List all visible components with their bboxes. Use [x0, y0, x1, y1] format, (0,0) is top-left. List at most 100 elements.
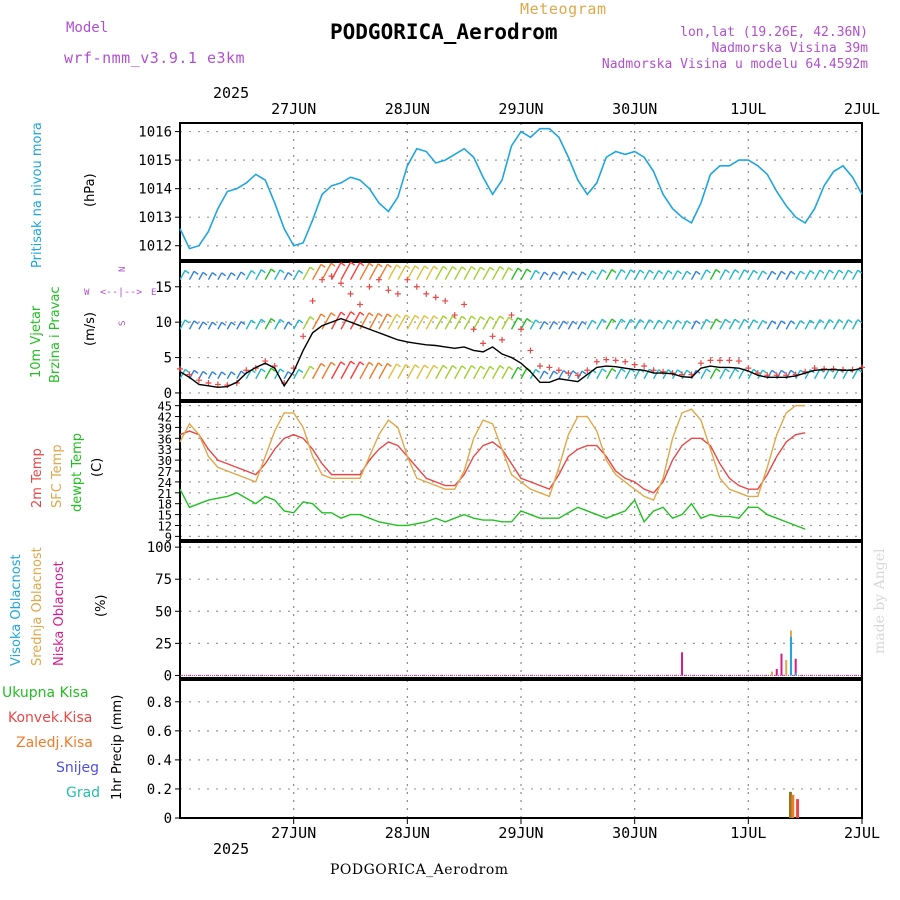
gust-mark-47	[622, 358, 629, 365]
wind-barb-flag-29-0	[461, 365, 467, 370]
wind-barb-flag-61-2	[762, 270, 768, 275]
wind-barb-27-1	[435, 315, 444, 330]
wind-barb-flag-50-2	[658, 270, 664, 275]
gust-mark-13	[300, 333, 307, 340]
wind-barb-12-2	[293, 270, 300, 281]
wind-barb-25-0	[416, 364, 425, 380]
wind-barb-flag-55-2	[705, 269, 711, 274]
wind-barb-flag-40-2	[562, 270, 568, 276]
wind-barb-56-1	[709, 318, 717, 330]
wind-barb-50-2	[652, 270, 660, 281]
wind-barb-flag-29-2	[461, 266, 467, 271]
wind-barb-flag-14-2	[320, 263, 326, 268]
wind-barb-0-0	[180, 369, 186, 380]
wind-barb-flag-3-1	[211, 321, 217, 326]
precip-legend-total: Ukupna Kisa	[2, 685, 89, 701]
wind-barb-59-1	[738, 319, 745, 330]
wind-barb-flag-8-2	[260, 269, 266, 274]
wind-barb-flag-39-0	[553, 370, 559, 375]
wind-barb-flag-45-2	[611, 268, 617, 274]
wind-barb-flag-0-2	[184, 269, 190, 274]
wind-barb-flag-14-1	[320, 313, 326, 318]
gust-mark-56	[707, 357, 714, 364]
gust-mark-15	[319, 276, 326, 283]
ytick-label-temperature-1: 12	[158, 519, 172, 533]
wind-barb-flag-19-2	[368, 262, 374, 267]
wind-barb-13-2	[302, 266, 311, 281]
wind-barb-38-0	[539, 370, 545, 380]
wind-barb-flag-54-1	[695, 320, 701, 325]
wind-barb-flag-47-1	[630, 318, 636, 323]
gust-mark-36	[518, 326, 524, 333]
wind-barb-26-2	[425, 265, 435, 281]
wind-barb-68-0	[823, 368, 831, 380]
footer-title: PODGORICA_Aerodrom	[330, 862, 509, 878]
ytick-label-temperature-7: 30	[158, 454, 172, 468]
day-label-bottom-0: 27JUN	[271, 824, 316, 842]
wind-barb-flag-61-1	[762, 319, 768, 325]
panel-frame-wind	[179, 261, 863, 401]
wind-barb-18-2	[349, 262, 361, 281]
wind-barb-71-2	[851, 269, 859, 281]
wind-barb-flag-32-1	[489, 316, 495, 321]
year-bottom-label: 2025	[213, 840, 250, 858]
cloud-bar-3	[780, 653, 783, 676]
wind-barb-2-2	[198, 272, 204, 281]
wind-barb-flag-41-1	[572, 320, 578, 325]
wind-barb-flag-63-1	[780, 320, 786, 325]
wind-barb-flag-46-0	[620, 368, 626, 373]
wind-barb-44-1	[596, 318, 603, 330]
ytick-label-pressure-4: 1016	[138, 125, 172, 141]
wind-barb-15-0	[321, 361, 332, 380]
wind-barb-34-0	[501, 366, 510, 380]
wind-barb-flag-58-0	[734, 368, 740, 373]
model-label: Model	[66, 20, 109, 36]
wind-barb-52-2	[671, 270, 679, 281]
wind-barb-flag-15-1	[330, 312, 336, 317]
wind-barb-61-2	[757, 270, 764, 281]
wind-barb-flag-20-2	[377, 263, 383, 268]
wind-barb-68-1	[823, 319, 831, 330]
wind-barb-flag-52-0	[677, 369, 682, 374]
wind-barb-flag-51-2	[667, 270, 673, 275]
model-name: wrf-nmm_v3.9.1 e3km	[64, 49, 246, 67]
wind-barb-flag-46-1	[620, 318, 626, 323]
gust-mark-31	[470, 326, 477, 333]
wind-barb-flag-66-1	[809, 319, 815, 324]
wind-barb-38-2	[539, 271, 545, 281]
wind-barb-0-2	[180, 270, 186, 281]
wind-barb-49-1	[643, 319, 650, 330]
wind-barb-51-0	[662, 369, 669, 380]
wind-barb-flag-57-0	[724, 368, 730, 373]
wind-barb-flag-32-0	[489, 365, 495, 370]
wind-barb-flag-12-2	[298, 269, 304, 274]
day-label-bottom-1: 28JUN	[385, 824, 430, 842]
wind-barb-flag-17-1	[350, 311, 356, 316]
wind-barb-flag-3-2	[211, 272, 217, 277]
gust-mark-34	[499, 336, 506, 343]
wind-barb-flag-52-1	[677, 319, 682, 324]
wind-barb-9-0	[264, 367, 272, 380]
wind-barb-15-1	[321, 312, 332, 330]
wind-barb-flag-23-1	[405, 314, 411, 319]
wind-barb-flag-50-1	[658, 319, 664, 324]
wind-barb-31-1	[473, 316, 482, 330]
wind-barb-25-2	[416, 265, 425, 281]
wind-barb-flag-56-2	[715, 268, 721, 274]
wind-barb-64-2	[785, 270, 792, 281]
wind-barb-50-0	[652, 369, 660, 380]
wind-barb-flag-30-1	[470, 315, 476, 320]
wind-barb-flag-60-2	[753, 269, 758, 274]
wind-barb-31-0	[473, 365, 482, 380]
wind-barb-57-2	[719, 269, 727, 281]
wind-barb-71-0	[851, 368, 859, 380]
wind-barb-6-2	[236, 271, 242, 281]
wind-barb-1-1	[188, 320, 195, 330]
precip-legend-grad: Grad	[66, 785, 101, 801]
wind-barb-flag-4-0	[221, 371, 227, 376]
wind-barb-flag-17-0	[350, 360, 356, 365]
wind-barb-41-1	[567, 320, 574, 330]
wind-barb-flag-33-0	[499, 365, 505, 370]
wind-barb-flag-22-1	[396, 313, 401, 318]
wind-barb-flag-8-0	[260, 368, 266, 373]
